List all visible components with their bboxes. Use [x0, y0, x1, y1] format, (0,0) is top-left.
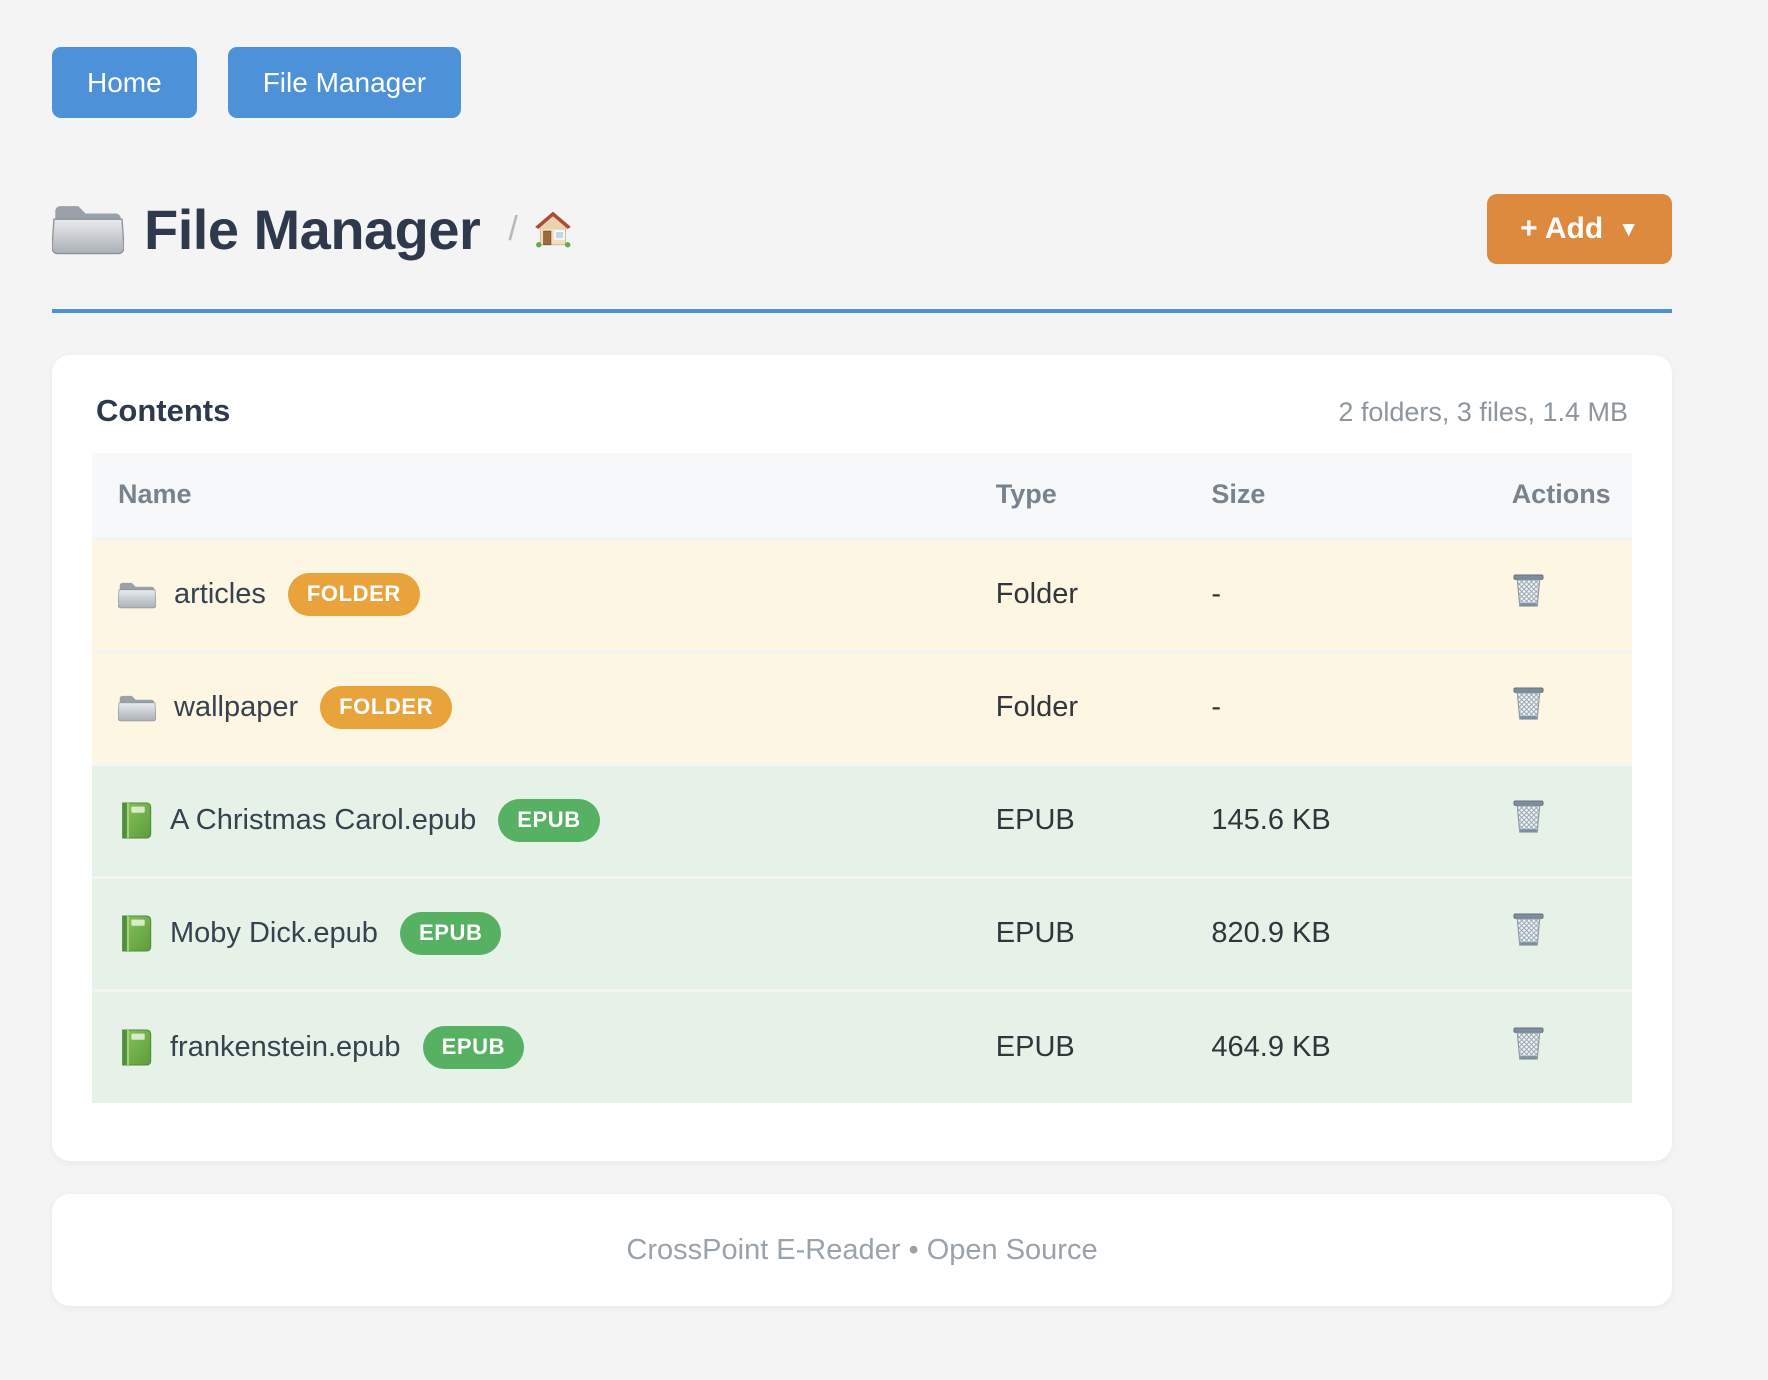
file-name-link[interactable]: frankenstein.epub [170, 1030, 401, 1063]
table-row-christmas-carol: A Christmas Carol.epub EPUB EPUB 145.6 K… [92, 764, 1632, 877]
contents-title: Contents [96, 393, 231, 428]
table-row-wallpaper: wallpaper FOLDER Folder - [92, 651, 1632, 764]
folder-icon [52, 206, 124, 255]
contents-card-header: Contents 2 folders, 3 files, 1.4 MB [92, 393, 1632, 429]
size-cell: 464.9 KB [1211, 1030, 1331, 1063]
folder-badge: FOLDER [320, 686, 453, 729]
contents-summary: 2 folders, 3 files, 1.4 MB [1338, 397, 1628, 427]
type-cell: Folder [995, 691, 1078, 723]
file-name-link[interactable]: A Christmas Carol.epub [170, 804, 477, 836]
column-header-type: Type [995, 479, 1057, 510]
footer-text: CrossPoint E-Reader • Open Source [626, 1233, 1098, 1266]
column-header-size: Size [1211, 479, 1266, 510]
caret-down-icon: ▼ [1618, 218, 1639, 241]
folder-name-link[interactable]: wallpaper [174, 691, 299, 723]
file-name-link[interactable]: Moby Dick.epub [170, 917, 378, 949]
green-book-icon [122, 802, 152, 839]
top-navigation: Home File Manager [52, 47, 1672, 118]
footer-card: CrossPoint E-Reader • Open Source [52, 1194, 1672, 1306]
column-header-actions: Actions [1511, 479, 1611, 510]
contents-card: Contents 2 folders, 3 files, 1.4 MB Name… [52, 355, 1672, 1161]
green-book-icon [122, 1029, 152, 1066]
delete-button[interactable] [1512, 1025, 1545, 1062]
trash-icon [1513, 687, 1544, 720]
add-button[interactable]: + Add ▼ [1487, 194, 1672, 264]
delete-button[interactable] [1512, 685, 1545, 722]
trash-icon [1513, 913, 1544, 946]
size-cell: 145.6 KB [1211, 804, 1331, 836]
page-header: File Manager / + Add ▼ [52, 194, 1672, 264]
trash-icon [1513, 800, 1544, 833]
table-row-frankenstein: frankenstein.epub EPUB EPUB 464.9 KB [92, 990, 1632, 1103]
size-cell: - [1211, 691, 1222, 723]
folder-name-link[interactable]: articles [174, 578, 266, 610]
breadcrumb: / [508, 209, 573, 249]
epub-badge: EPUB [422, 1025, 525, 1069]
type-cell: Folder [995, 578, 1078, 610]
trash-icon [1513, 1027, 1544, 1060]
green-book-icon [122, 915, 152, 952]
add-button-label: + Add [1520, 212, 1604, 245]
title-divider [52, 309, 1672, 313]
folder-badge: FOLDER [287, 573, 420, 616]
file-manager-nav-button[interactable]: File Manager [227, 47, 462, 118]
folder-icon [118, 695, 156, 721]
files-table: Name Type Size Actions articles [92, 453, 1632, 1103]
table-header-row: Name Type Size Actions [92, 453, 1632, 538]
title-group: File Manager / [52, 197, 574, 262]
table-row-articles: articles FOLDER Folder - [92, 538, 1632, 651]
home-nav-button[interactable]: Home [52, 47, 197, 118]
page-title: File Manager [144, 197, 481, 261]
size-cell: - [1211, 578, 1222, 610]
type-cell: EPUB [995, 804, 1075, 836]
house-icon [534, 211, 571, 248]
epub-badge: EPUB [498, 799, 600, 842]
trash-icon [1513, 574, 1544, 607]
column-header-name: Name [118, 479, 192, 510]
type-cell: EPUB [995, 1030, 1075, 1063]
page: Home File Manager File Manager / [52, 47, 1672, 1306]
type-cell: EPUB [995, 917, 1075, 949]
folder-icon [118, 582, 156, 608]
epub-badge: EPUB [399, 912, 502, 955]
size-cell: 820.9 KB [1211, 917, 1331, 949]
delete-button[interactable] [1512, 572, 1545, 609]
delete-button[interactable] [1512, 798, 1545, 835]
delete-button[interactable] [1512, 911, 1545, 948]
table-row-moby-dick: Moby Dick.epub EPUB EPUB 820.9 KB [92, 877, 1632, 990]
breadcrumb-home-button[interactable] [532, 209, 574, 249]
breadcrumb-separator: / [508, 209, 518, 248]
